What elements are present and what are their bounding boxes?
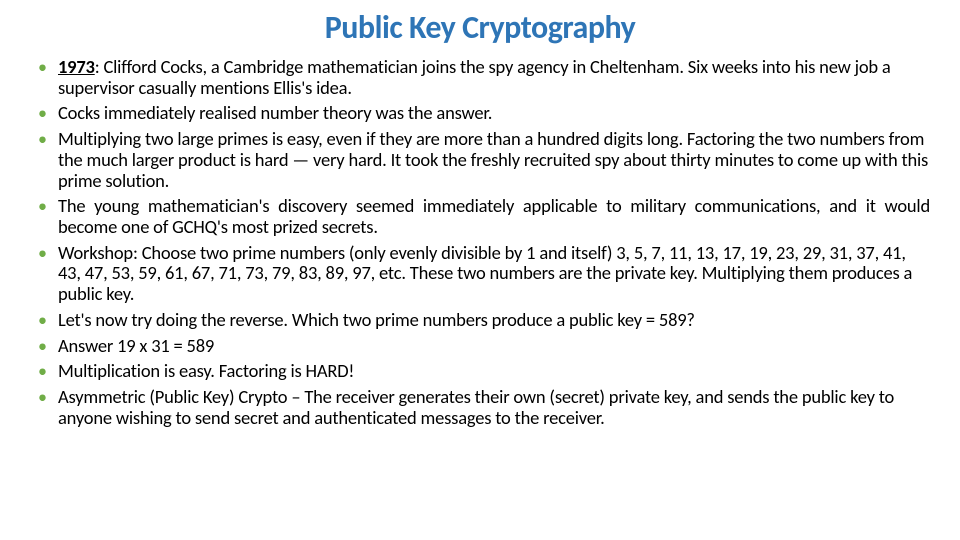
bullet-item: The young mathematician's discovery seem… — [30, 196, 930, 237]
bullet-item: Workshop: Choose two prime numbers (only… — [30, 243, 930, 305]
bullet-item: Asymmetric (Public Key) Crypto – The rec… — [30, 387, 930, 428]
bullet-text: Asymmetric (Public Key) Crypto – The rec… — [58, 385, 894, 429]
bullet-item: Let's now try doing the reverse. Which t… — [30, 310, 930, 331]
bullet-item: Multiplying two large primes is easy, ev… — [30, 129, 930, 191]
bullet-item: 1973: Clifford Cocks, a Cambridge mathem… — [30, 57, 930, 98]
bullet-text: Multiplication is easy. Factoring is HAR… — [58, 359, 354, 382]
bullet-text: The young mathematician's discovery seem… — [58, 194, 930, 238]
bullet-text: Answer 19 x 31 = 589 — [58, 334, 214, 357]
bullet-text: : Clifford Cocks, a Cambridge mathematic… — [58, 55, 891, 99]
bullet-item: Multiplication is easy. Factoring is HAR… — [30, 361, 930, 382]
bullet-text: Workshop: Choose two prime numbers (only… — [58, 241, 912, 305]
bullet-list: 1973: Clifford Cocks, a Cambridge mathem… — [30, 57, 930, 429]
slide-container: Public Key Cryptography 1973: Clifford C… — [0, 0, 960, 540]
bullet-item: Cocks immediately realised number theory… — [30, 103, 930, 124]
bullet-lead: 1973 — [58, 55, 95, 78]
bullet-item: Answer 19 x 31 = 589 — [30, 336, 930, 357]
bullet-text: Let's now try doing the reverse. Which t… — [58, 308, 695, 331]
slide-title: Public Key Cryptography — [30, 8, 930, 47]
bullet-text: Multiplying two large primes is easy, ev… — [58, 127, 928, 191]
bullet-text: Cocks immediately realised number theory… — [58, 101, 492, 124]
